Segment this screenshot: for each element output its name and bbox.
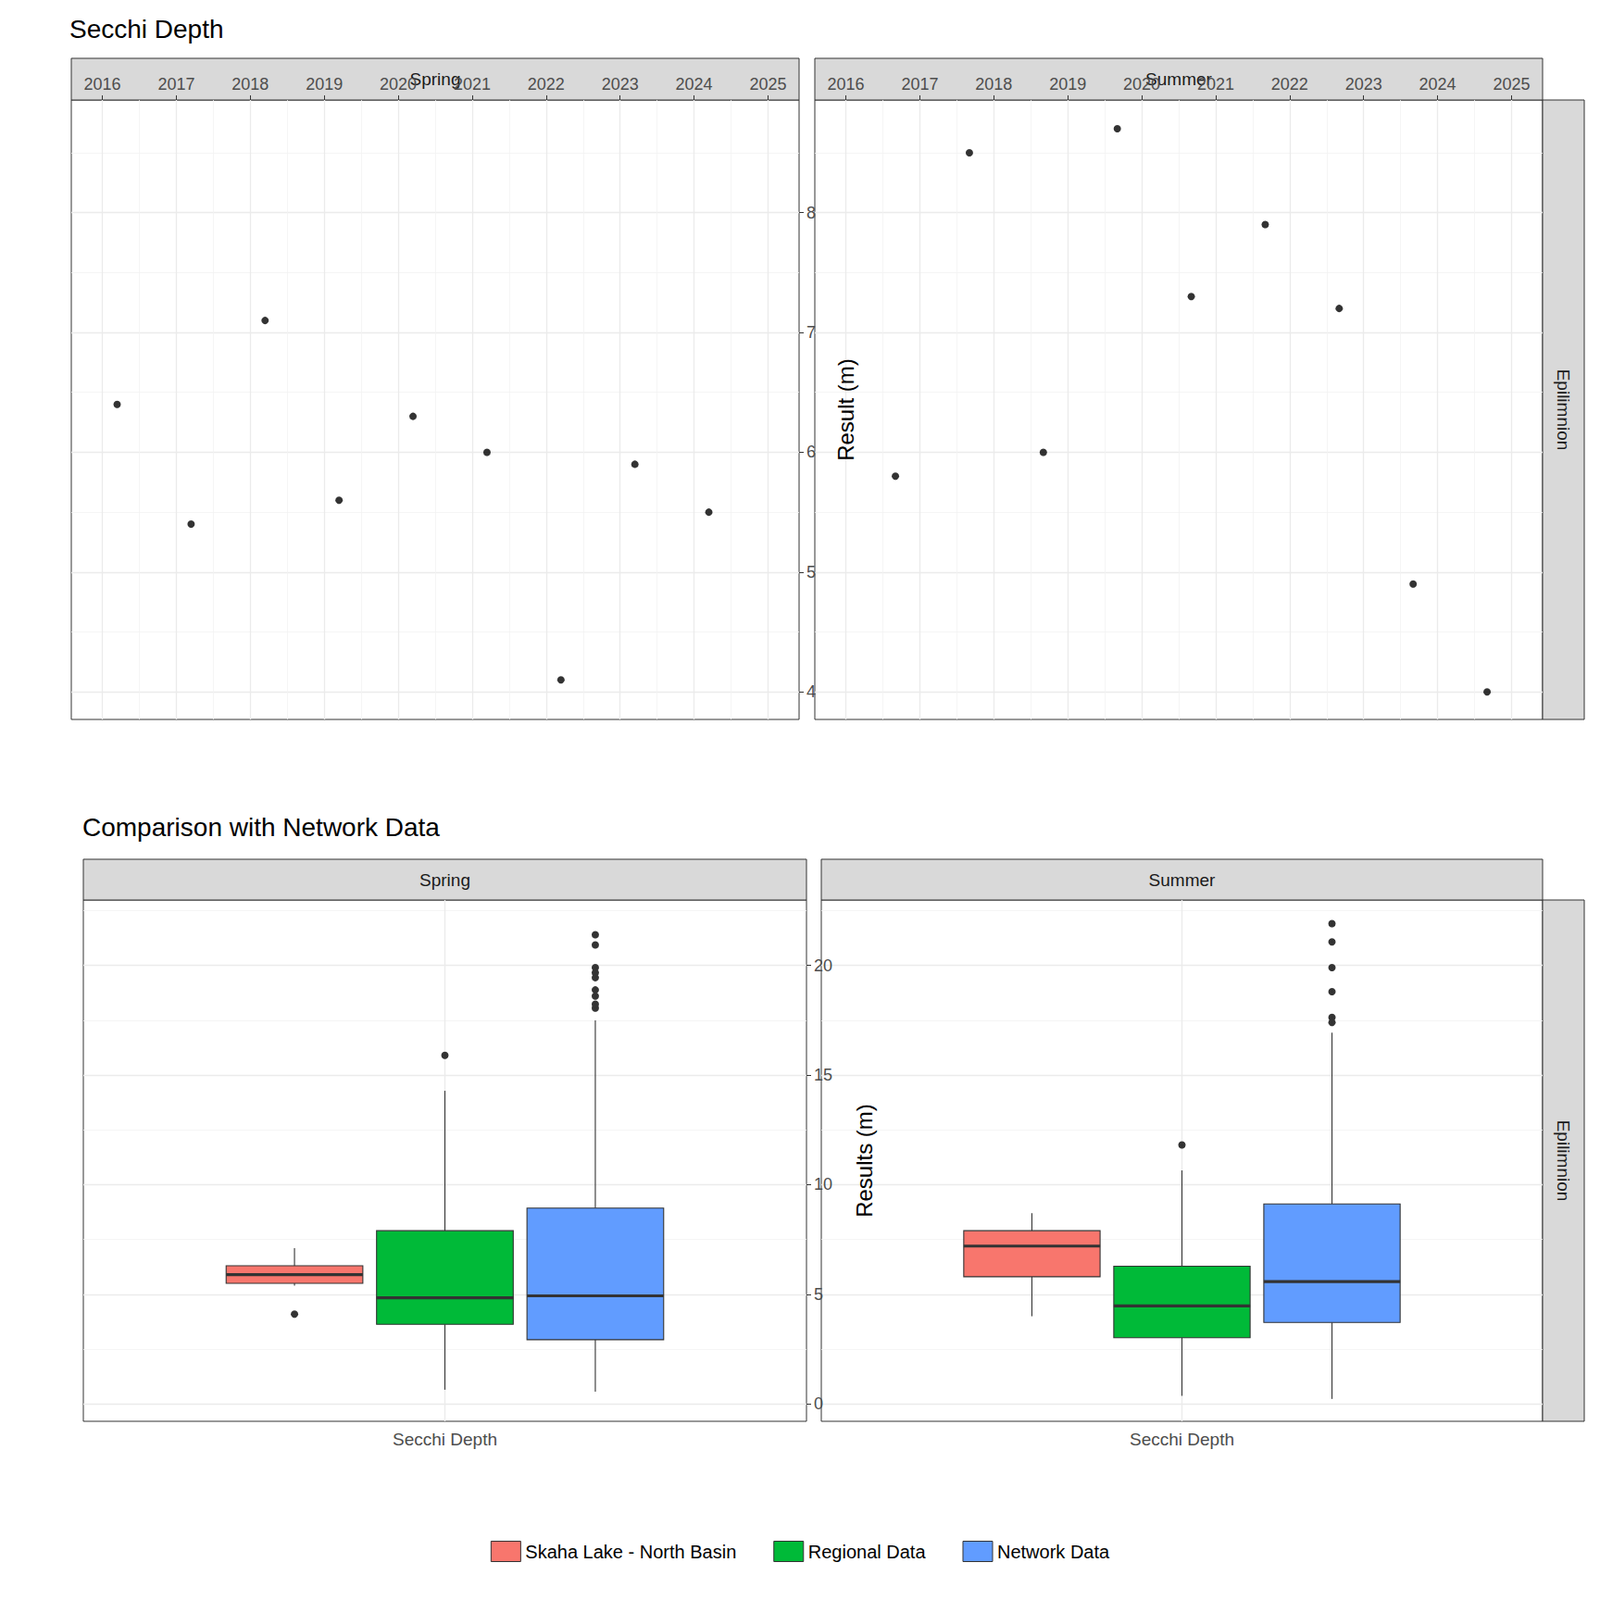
svg-text:2024: 2024: [1419, 75, 1457, 94]
svg-text:Skaha Lake - North Basin: Skaha Lake - North Basin: [525, 1541, 737, 1563]
svg-text:2018: 2018: [975, 75, 1013, 94]
svg-text:0: 0: [813, 1394, 824, 1413]
svg-text:2022: 2022: [527, 75, 565, 94]
svg-text:2017: 2017: [157, 75, 195, 94]
svg-text:2016: 2016: [84, 75, 122, 94]
svg-text:2016: 2016: [827, 75, 865, 94]
svg-text:Secchi Depth: Secchi Depth: [69, 14, 225, 44]
svg-text:2017: 2017: [900, 75, 938, 94]
svg-text:6: 6: [806, 442, 816, 462]
svg-text:Secchi Depth: Secchi Depth: [1129, 1429, 1235, 1450]
svg-text:Epilimnion: Epilimnion: [1553, 369, 1574, 451]
svg-text:Results (m): Results (m): [851, 1103, 877, 1218]
svg-text:20: 20: [813, 956, 833, 975]
svg-text:2023: 2023: [601, 75, 639, 94]
svg-text:15: 15: [813, 1065, 833, 1085]
svg-text:4: 4: [806, 682, 816, 701]
svg-text:Network Data: Network Data: [997, 1541, 1111, 1563]
svg-text:Secchi Depth: Secchi Depth: [392, 1429, 498, 1450]
svg-text:2022: 2022: [1271, 75, 1309, 94]
svg-text:10: 10: [813, 1175, 833, 1194]
svg-text:2023: 2023: [1345, 75, 1383, 94]
svg-text:2020: 2020: [379, 75, 417, 94]
svg-text:Result (m): Result (m): [833, 358, 859, 462]
svg-text:5: 5: [806, 562, 816, 582]
svg-text:Epilimnion: Epilimnion: [1553, 1120, 1574, 1202]
svg-text:Regional Data: Regional Data: [808, 1541, 927, 1563]
svg-text:2021: 2021: [453, 75, 491, 94]
svg-text:2025: 2025: [749, 75, 787, 94]
svg-text:2018: 2018: [231, 75, 269, 94]
svg-text:2020: 2020: [1123, 75, 1161, 94]
svg-text:Spring: Spring: [409, 69, 461, 89]
svg-text:Comparison with Network Data: Comparison with Network Data: [82, 812, 440, 842]
svg-text:2019: 2019: [1049, 75, 1087, 94]
svg-text:2024: 2024: [675, 75, 713, 94]
svg-text:8: 8: [806, 203, 816, 223]
svg-text:2019: 2019: [305, 75, 343, 94]
svg-text:Summer: Summer: [1149, 870, 1216, 890]
svg-text:2025: 2025: [1492, 75, 1530, 94]
svg-text:5: 5: [813, 1285, 824, 1304]
svg-text:7: 7: [806, 323, 816, 342]
svg-text:2021: 2021: [1197, 75, 1235, 94]
svg-text:Spring: Spring: [419, 870, 471, 890]
